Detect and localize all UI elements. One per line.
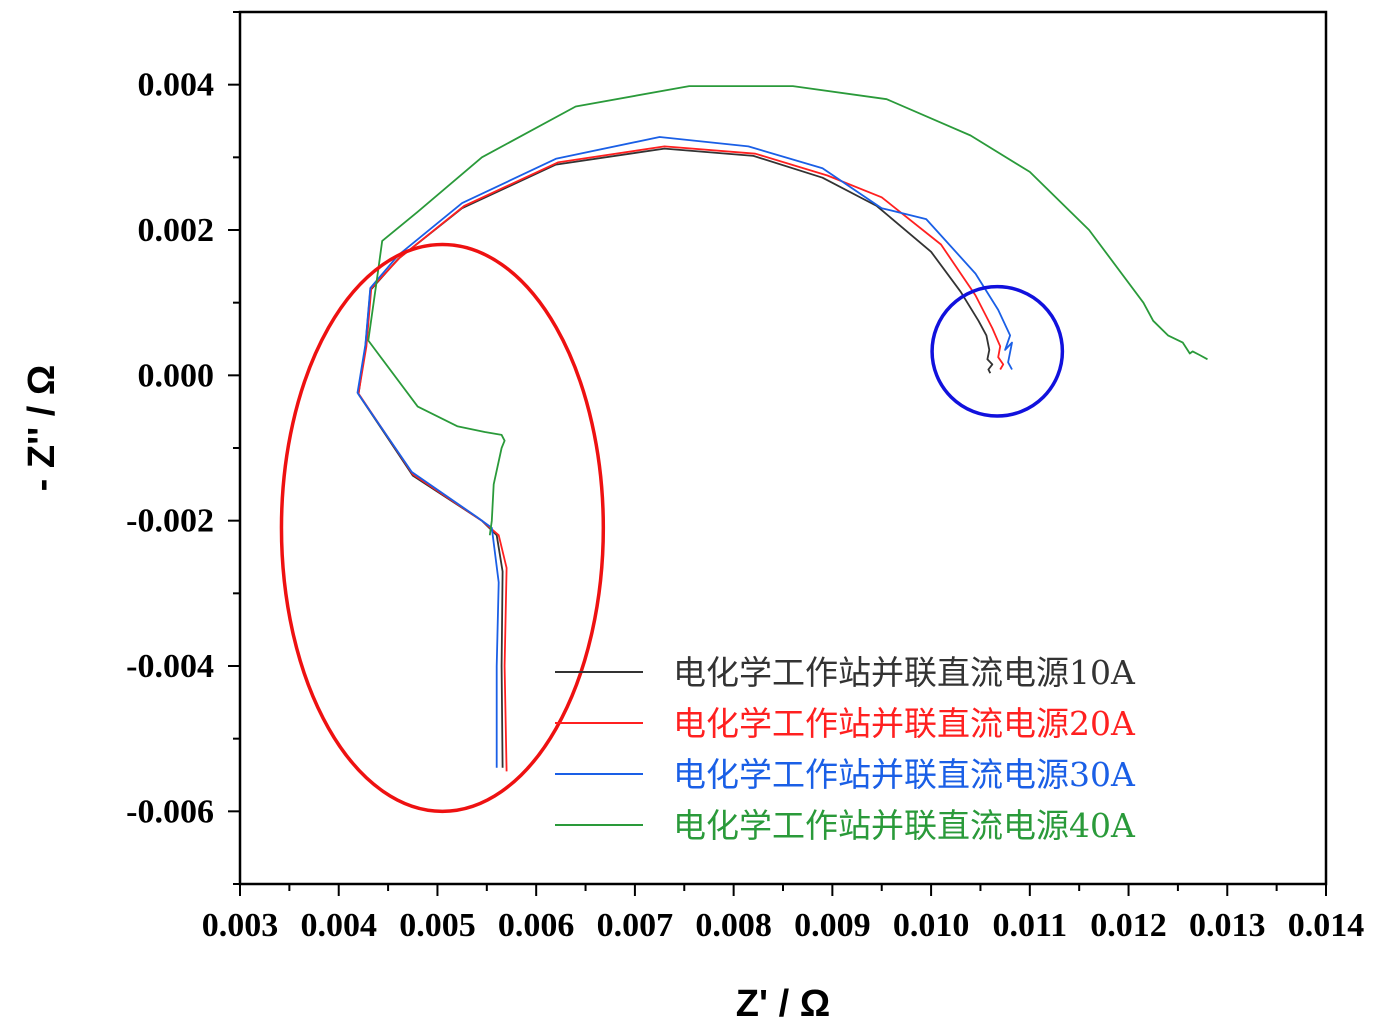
x-tick-label: 0.006 bbox=[498, 907, 575, 944]
plot-area bbox=[240, 12, 1326, 884]
x-tick-label: 0.003 bbox=[202, 907, 279, 944]
x-tick-label: 0.013 bbox=[1189, 907, 1266, 944]
x-tick-label: 0.011 bbox=[993, 907, 1068, 944]
x-tick-label: 0.008 bbox=[695, 907, 772, 944]
legend-label-3: 电化学工作站并联直流电源30A bbox=[673, 755, 1136, 794]
x-tick-label: 0.007 bbox=[597, 907, 674, 944]
x-axis-title: Z' / Ω bbox=[736, 983, 830, 1025]
y-tick-label: 0.004 bbox=[138, 67, 215, 104]
y-tick-label: -0.006 bbox=[126, 793, 214, 830]
legend-label-4: 电化学工作站并联直流电源40A bbox=[673, 806, 1136, 845]
series-line-4 bbox=[367, 85, 1208, 536]
y-tick-label: -0.004 bbox=[126, 648, 214, 685]
highlight-ellipse-1 bbox=[279, 242, 606, 814]
x-tick-label: 0.009 bbox=[794, 907, 871, 944]
legend-label-1: 电化学工作站并联直流电源10A bbox=[673, 653, 1136, 692]
x-tick-label: 0.014 bbox=[1288, 907, 1365, 944]
axes-group: 0.003 0.004 0.005 0.006 0.007 0.008 0.009 0.010… bbox=[126, 11, 1365, 944]
annotation-group bbox=[279, 242, 1065, 814]
y-axis-title: - Z'' / Ω bbox=[21, 365, 63, 492]
x-tick-label: 0.005 bbox=[399, 907, 476, 944]
y-tick-label: -0.002 bbox=[126, 503, 214, 540]
legend: 电化学工作站并联直流电源10A 电化学工作站并联直流电源20A 电化学工作站并联直流… bbox=[555, 653, 1136, 845]
x-tick-label: 0.010 bbox=[893, 907, 970, 944]
highlight-ellipse-2 bbox=[930, 284, 1065, 418]
y-tick-label: 0.000 bbox=[138, 357, 215, 394]
series-line-3 bbox=[356, 136, 1013, 768]
legend-label-2: 电化学工作站并联直流电源20A bbox=[673, 704, 1136, 743]
x-tick-label: 0.004 bbox=[300, 907, 377, 944]
y-tick-label: 0.002 bbox=[138, 212, 215, 249]
x-tick-label: 0.012 bbox=[1090, 907, 1167, 944]
series-group bbox=[356, 85, 1208, 772]
